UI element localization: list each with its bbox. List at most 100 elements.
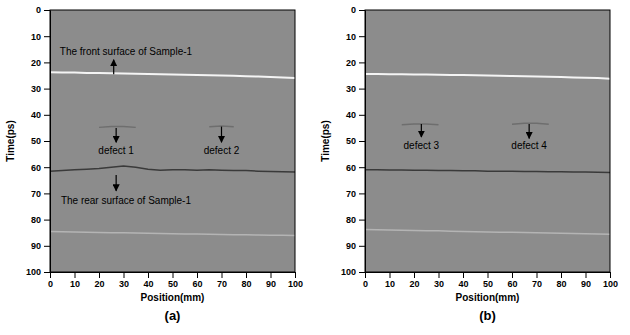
y-tick-mark <box>359 167 365 168</box>
x-tick: 20 <box>94 272 104 289</box>
y-tick-mark <box>359 89 365 90</box>
y-tick-mark <box>44 272 50 273</box>
panel-label: (a) <box>165 308 181 323</box>
x-tick: 30 <box>119 272 129 289</box>
x-tick-label: 0 <box>48 279 53 289</box>
reflection-line <box>402 123 439 125</box>
y-tick: 90 <box>346 241 365 251</box>
annotation-text: defect 4 <box>511 140 547 151</box>
y-tick-label: 20 <box>346 58 356 68</box>
y-tick-mark <box>44 141 50 142</box>
reflection-line <box>99 126 136 128</box>
x-tick: 0 <box>48 272 53 289</box>
y-tick: 10 <box>31 32 50 42</box>
y-tick: 90 <box>31 241 50 251</box>
y-tick: 40 <box>31 110 50 120</box>
x-axis: 0102030405060708090100 <box>48 272 303 289</box>
plot-background <box>50 10 295 272</box>
y-tick-label: 30 <box>31 84 41 94</box>
y-tick-label: 30 <box>346 84 356 94</box>
x-tick-label: 50 <box>168 279 178 289</box>
y-tick-mark <box>359 220 365 221</box>
x-tick-mark <box>610 272 611 278</box>
x-tick-mark <box>246 272 247 278</box>
annotation-text: The front surface of Sample-1 <box>60 46 193 57</box>
y-tick-label: 70 <box>346 189 356 199</box>
x-tick: 30 <box>434 272 444 289</box>
x-tick: 60 <box>507 272 517 289</box>
y-axis: 0102030405060708090100 <box>341 5 366 277</box>
plot-frame <box>365 10 610 272</box>
y-axis-line <box>50 11 51 273</box>
y-tick: 80 <box>31 215 50 225</box>
y-tick-mark <box>359 115 365 116</box>
x-axis-title: Position(mm) <box>456 292 520 303</box>
y-tick: 60 <box>346 163 365 173</box>
reflection-line <box>512 123 549 124</box>
panel-label: (b) <box>479 308 496 323</box>
x-tick-mark <box>222 272 223 278</box>
y-tick-mark <box>44 62 50 63</box>
x-tick: 100 <box>288 272 303 289</box>
y-tick-label: 0 <box>351 5 356 15</box>
y-tick: 50 <box>31 136 50 146</box>
annotation-arrow <box>116 128 117 142</box>
y-tick-label: 20 <box>31 58 41 68</box>
x-tick-mark <box>271 272 272 278</box>
y-tick: 70 <box>31 189 50 199</box>
x-tick-label: 50 <box>483 279 493 289</box>
x-tick-mark <box>537 272 538 278</box>
x-tick-label: 80 <box>241 279 251 289</box>
y-tick-label: 100 <box>341 267 356 277</box>
y-tick: 30 <box>346 84 365 94</box>
y-axis: 0102030405060708090100 <box>26 5 51 277</box>
x-tick-label: 70 <box>217 279 227 289</box>
y-tick: 0 <box>351 5 365 15</box>
plot-area <box>365 74 610 234</box>
x-axis-title: Position(mm) <box>141 292 205 303</box>
x-tick: 40 <box>458 272 468 289</box>
x-tick: 60 <box>192 272 202 289</box>
y-tick: 60 <box>31 163 50 173</box>
y-axis-title: Time(ps) <box>320 120 331 162</box>
x-tick-mark <box>295 272 296 278</box>
y-tick-mark <box>44 10 50 11</box>
x-tick-mark <box>390 272 391 278</box>
x-tick-label: 100 <box>603 279 618 289</box>
annotation-text: The rear surface of Sample-1 <box>61 195 191 206</box>
y-tick-mark <box>359 10 365 11</box>
annotation-arrow <box>113 60 114 74</box>
y-tick-label: 80 <box>346 215 356 225</box>
x-tick: 100 <box>603 272 618 289</box>
x-tick: 90 <box>581 272 591 289</box>
annotation-arrow <box>529 124 530 138</box>
x-tick: 70 <box>217 272 227 289</box>
panel: 0102030405060708090100010203040506070809… <box>320 5 618 323</box>
plot-frame <box>50 10 295 272</box>
y-tick: 100 <box>341 267 365 277</box>
x-tick-label: 0 <box>363 279 368 289</box>
annotation-text: defect 1 <box>98 145 134 156</box>
reflection-line <box>365 230 610 235</box>
x-tick-label: 70 <box>532 279 542 289</box>
y-tick-label: 50 <box>346 136 356 146</box>
y-tick-label: 80 <box>31 215 41 225</box>
x-tick-mark <box>463 272 464 278</box>
y-tick-mark <box>44 167 50 168</box>
y-tick-label: 50 <box>31 136 41 146</box>
y-tick-mark <box>359 62 365 63</box>
annotation-arrow <box>221 127 222 143</box>
annotation-text: defect 3 <box>404 140 440 151</box>
x-tick-label: 10 <box>385 279 395 289</box>
plot-area <box>50 72 295 235</box>
y-tick: 10 <box>346 32 365 42</box>
x-tick-label: 100 <box>288 279 303 289</box>
x-axis: 0102030405060708090100 <box>363 272 618 289</box>
y-tick-mark <box>359 272 365 273</box>
y-tick-mark <box>44 193 50 194</box>
x-tick-mark <box>439 272 440 278</box>
x-tick-label: 20 <box>409 279 419 289</box>
y-tick-mark <box>359 141 365 142</box>
reflection-line <box>365 170 610 173</box>
y-tick-label: 90 <box>31 241 41 251</box>
